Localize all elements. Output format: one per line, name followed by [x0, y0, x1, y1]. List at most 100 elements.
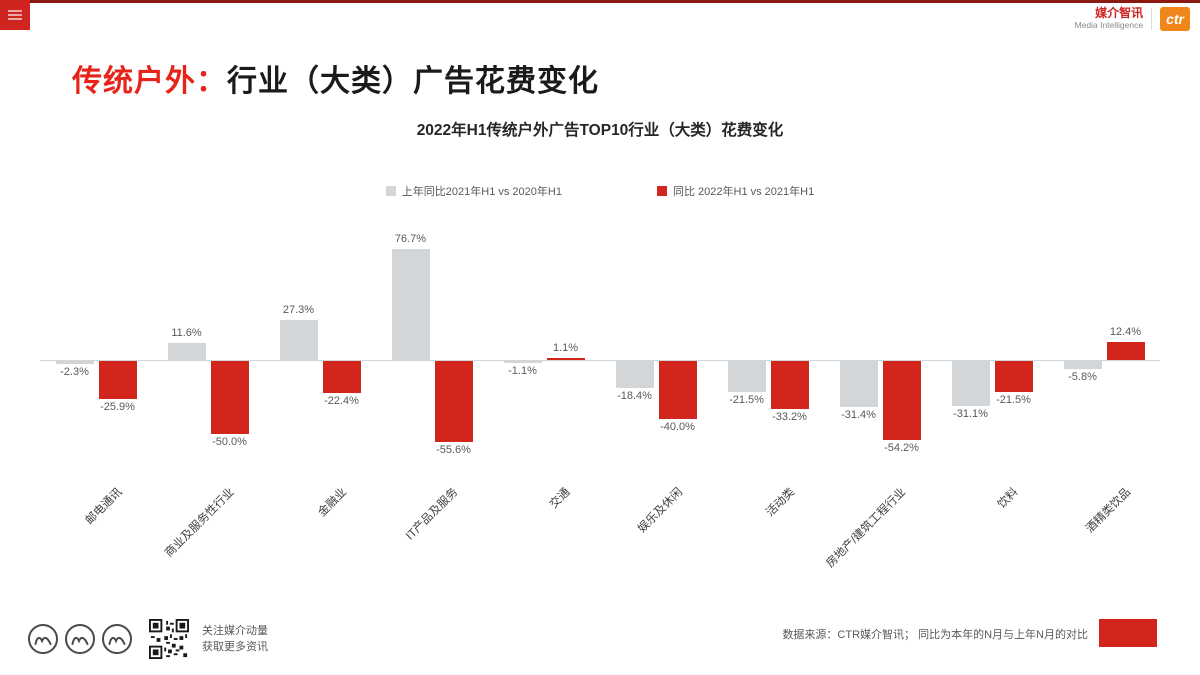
bar-value-label: -54.2%	[884, 441, 919, 454]
category-label: 房地产/建筑工程行业	[824, 486, 909, 571]
bar-prev-period	[839, 361, 878, 407]
category-cell: 商业及服务性行业	[152, 478, 264, 588]
bar-group: -18.4% -40.0%	[600, 225, 712, 475]
category-label: 酒精类饮品	[1083, 486, 1133, 536]
bar-current-period	[994, 361, 1033, 393]
qr-caption: 关注媒介动量 获取更多资讯	[202, 623, 268, 656]
brand-name-cn: 媒介智讯	[1095, 6, 1144, 21]
bar-prev-period	[615, 361, 654, 388]
page-title-rest: 行业（大类）广告花费变化	[227, 65, 599, 98]
category-label: IT产品及服务	[404, 486, 461, 543]
chart-categories: 邮电通讯 商业及服务性行业 金融业 IT产品及服务 交通 娱乐及休闲 活动类 房地产/建筑工程…	[40, 478, 1160, 588]
bar-current-period	[322, 361, 361, 394]
bar-prev-period	[1063, 361, 1102, 370]
bar-prev-period	[167, 343, 206, 360]
bar-current-period	[98, 361, 137, 399]
data-source-note: 数据来源：CTR媒介智讯； 同比为本年的N月与上年N月的对比	[782, 629, 1088, 641]
bar-current-period	[210, 361, 249, 434]
bar-group: -1.1% 1.1%	[488, 225, 600, 475]
bar-value-label: -31.4%	[841, 408, 876, 421]
category-cell: 房地产/建筑工程行业	[824, 478, 936, 588]
legend-item-current: 同比 2022年H1 vs 2021年H1	[656, 183, 815, 199]
page-title-highlight: 传统户外：	[72, 65, 227, 98]
brand-text: 媒介智讯 Media Intelligence	[1074, 6, 1144, 31]
bar-group: 27.3% -22.4%	[264, 225, 376, 475]
hamburger-icon	[8, 8, 22, 22]
legend-swatch-gray	[385, 186, 396, 196]
bar-group: -2.3% -25.9%	[40, 225, 152, 475]
x-axis-line	[40, 360, 1160, 361]
category-cell: 酒精类饮品	[1048, 478, 1160, 588]
bar-current-period	[882, 361, 921, 440]
bar-prev-period	[55, 361, 94, 365]
chart-plot: -2.3% -25.9% 11.6% -50.0% 27.3% -22.4% 76.7% -5…	[40, 225, 1160, 475]
bar-value-label: -21.5%	[996, 394, 1031, 407]
media-logo-icon	[102, 624, 132, 654]
category-label: 交通	[547, 486, 573, 511]
legend-label-current: 同比 2022年H1 vs 2021年H1	[672, 186, 815, 198]
category-cell: 邮电通讯	[40, 478, 152, 588]
bar-prev-period	[503, 361, 542, 363]
qr-caption-line1: 关注媒介动量	[202, 624, 268, 637]
bar-value-label: -40.0%	[660, 421, 695, 433]
category-cell: 交通	[488, 478, 600, 588]
legend-swatch-red	[656, 186, 667, 196]
chart-title: 2022年H1传统户外广告TOP10行业（大类）花费变化	[416, 122, 784, 139]
bar-prev-period	[951, 361, 990, 407]
top-accent-line	[0, 0, 1200, 3]
menu-button[interactable]	[0, 0, 30, 30]
bar-prev-period	[727, 361, 766, 393]
qr-caption-line2: 获取更多资讯	[202, 641, 268, 653]
bar-value-label: 11.6%	[171, 327, 202, 340]
brand-divider	[1151, 8, 1153, 30]
category-cell: 娱乐及休闲	[600, 478, 712, 588]
bar-value-label: -55.6%	[436, 443, 471, 456]
bar-value-label: -21.5%	[729, 394, 764, 407]
bar-group: 76.7% -55.6%	[376, 225, 488, 475]
bar-group: -31.4% -54.2%	[824, 225, 936, 475]
category-cell: 饮料	[936, 478, 1048, 588]
category-cell: IT产品及服务	[376, 478, 488, 588]
bar-value-label: -2.3%	[60, 366, 89, 379]
bar-value-label: 1.1%	[552, 342, 579, 354]
bar-value-label: -18.4%	[617, 389, 652, 402]
qr-code	[149, 619, 189, 659]
footer-red-block	[1099, 619, 1157, 647]
category-label: 娱乐及休闲	[635, 486, 685, 536]
bar-value-label: -31.1%	[953, 408, 988, 421]
bar-current-period	[658, 361, 697, 419]
legend-label-prev: 上年同比2021年H1 vs 2020年H1	[401, 186, 562, 198]
legend-item-prev: 上年同比2021年H1 vs 2020年H1	[385, 183, 562, 199]
category-label: 活动类	[763, 486, 797, 520]
bar-current-period	[546, 358, 585, 360]
category-cell: 金融业	[264, 478, 376, 588]
category-label: 商业及服务性行业	[163, 486, 237, 560]
category-label: 金融业	[315, 486, 349, 520]
bar-group: 11.6% -50.0%	[152, 225, 264, 475]
bar-value-label: 12.4%	[1109, 326, 1142, 339]
bar-value-label: -1.1%	[508, 365, 537, 377]
media-logo-icon	[65, 624, 95, 654]
bar-value-label: 27.3%	[282, 304, 315, 317]
bar-current-period	[770, 361, 809, 410]
bar-value-label: -50.0%	[212, 435, 247, 448]
bar-prev-period	[279, 320, 318, 360]
chart-legend: 上年同比2021年H1 vs 2020年H1 同比 2022年H1 vs 202…	[0, 183, 1200, 199]
bar-value-label: -5.8%	[1068, 371, 1097, 384]
brand-block: 媒介智讯 Media Intelligence ctr	[1074, 6, 1190, 31]
footer-left: 关注媒介动量 获取更多资讯	[28, 619, 268, 659]
ctr-logo: ctr	[1160, 7, 1190, 31]
brand-name-en: Media Intelligence	[1074, 20, 1144, 31]
bar-current-period	[434, 361, 473, 442]
category-label: 邮电通讯	[83, 486, 125, 528]
bar-value-label: -22.4%	[324, 395, 359, 408]
bar-value-label: -25.9%	[100, 400, 135, 413]
category-label: 饮料	[995, 486, 1021, 511]
bar-current-period	[1106, 342, 1145, 360]
bar-group: -21.5% -33.2%	[712, 225, 824, 475]
bar-group: -5.8% 12.4%	[1048, 225, 1160, 475]
bar-value-label: 76.7%	[394, 232, 427, 245]
bar-group: -31.1% -21.5%	[936, 225, 1048, 475]
category-cell: 活动类	[712, 478, 824, 588]
